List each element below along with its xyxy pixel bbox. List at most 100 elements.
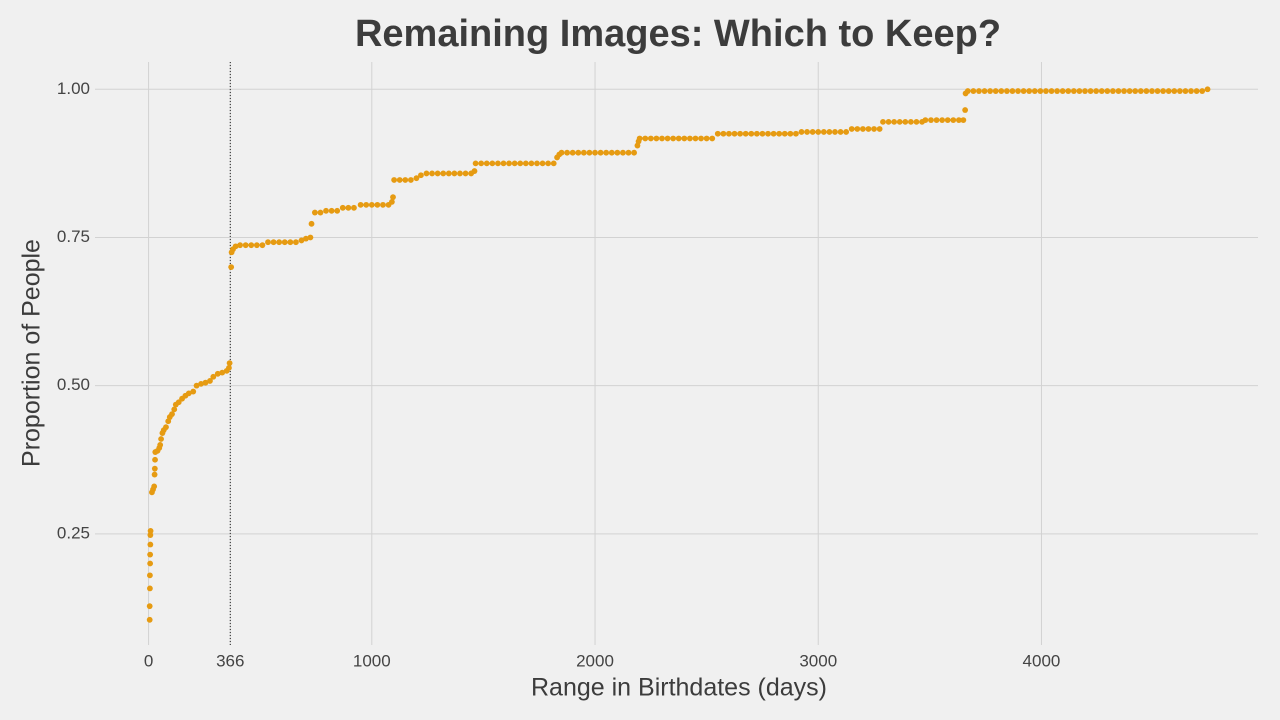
point (429, 170, 435, 177)
x-tick-label: 4000 (1023, 651, 1061, 670)
point (323, 207, 329, 214)
point (1082, 88, 1088, 94)
point (804, 129, 810, 135)
point (534, 160, 540, 167)
point (265, 239, 271, 246)
point (998, 88, 1005, 94)
point (714, 130, 721, 137)
point (226, 364, 232, 371)
point (720, 130, 727, 137)
point (625, 149, 632, 156)
point (1020, 88, 1027, 94)
point (147, 585, 153, 592)
point (228, 264, 235, 271)
point (809, 129, 816, 135)
point (147, 572, 153, 579)
point (815, 129, 822, 135)
point (1059, 88, 1066, 94)
point (339, 204, 346, 211)
point (147, 527, 154, 534)
point (891, 118, 898, 125)
point (1188, 88, 1194, 94)
point (1054, 88, 1060, 94)
point (832, 129, 838, 135)
point (1121, 88, 1127, 94)
point (298, 237, 305, 244)
point (798, 129, 805, 135)
point (1104, 88, 1111, 94)
point (647, 135, 654, 142)
point (592, 149, 598, 156)
point (709, 135, 716, 142)
point (944, 117, 951, 123)
point (190, 388, 197, 395)
point (1065, 88, 1072, 94)
point (737, 130, 744, 137)
point (307, 234, 314, 241)
point (151, 471, 158, 478)
point (407, 177, 414, 183)
point (1026, 88, 1033, 94)
point (171, 406, 178, 413)
x-tick-label: 2000 (576, 651, 614, 670)
point (248, 242, 255, 249)
y-axis-title: Proportion of People (18, 239, 46, 467)
x-tick-label: 366 (216, 651, 244, 670)
point (545, 160, 552, 167)
point (955, 117, 962, 123)
point (854, 126, 861, 132)
point (451, 170, 458, 177)
point (163, 424, 169, 431)
point (303, 235, 309, 242)
point (820, 129, 827, 135)
point (907, 118, 914, 125)
point (1176, 88, 1183, 94)
point (151, 465, 158, 472)
point (259, 242, 266, 249)
point (603, 149, 610, 156)
point (781, 130, 788, 137)
point (1182, 88, 1189, 94)
point (396, 177, 403, 183)
point (939, 117, 946, 123)
point (703, 135, 710, 142)
point (158, 436, 164, 442)
point (434, 170, 441, 177)
point (550, 160, 557, 167)
point (1098, 88, 1105, 94)
point (580, 149, 587, 156)
point (357, 201, 364, 208)
point (169, 411, 175, 418)
point (659, 135, 665, 142)
point (146, 616, 153, 623)
point (202, 379, 209, 386)
point (913, 118, 920, 125)
point (558, 149, 565, 156)
point (423, 170, 430, 177)
point (614, 149, 621, 156)
y-tick-label: 0.25 (57, 523, 90, 542)
point (686, 135, 693, 142)
point (748, 130, 755, 137)
point (1015, 88, 1021, 94)
point (692, 135, 699, 142)
point (726, 130, 732, 137)
point (1037, 88, 1044, 94)
point (207, 378, 213, 384)
point (351, 204, 357, 211)
point (902, 118, 909, 125)
point (962, 107, 969, 113)
point (1115, 88, 1122, 94)
x-tick-label: 1000 (353, 651, 391, 670)
point (151, 483, 158, 490)
point (1137, 88, 1144, 94)
point (664, 135, 671, 142)
point (987, 88, 994, 94)
y-tick-label: 1.00 (57, 79, 90, 98)
point (642, 135, 649, 142)
point (276, 239, 283, 246)
point (1132, 88, 1139, 94)
point (928, 117, 934, 123)
point (293, 239, 299, 246)
